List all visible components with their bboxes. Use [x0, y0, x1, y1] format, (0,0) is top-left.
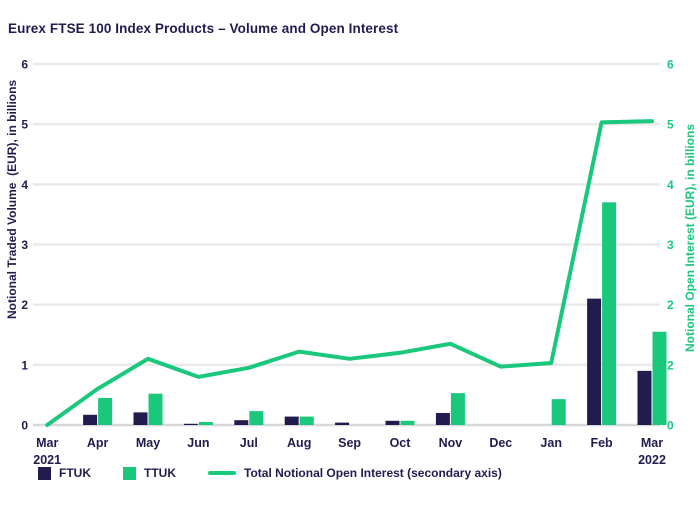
y-left-tick-label: 1 [21, 358, 28, 372]
bar-ftuk-jun [183, 423, 198, 425]
y-left-tick-label: 5 [21, 118, 28, 132]
legend-label-ftuk: FTUK [59, 466, 91, 480]
bar-ttuk-aug [299, 416, 314, 425]
bar-ftuk-nov [435, 412, 450, 425]
y-right-tick-label: 2 [667, 298, 674, 312]
y-right-tick-label: 3 [667, 238, 674, 252]
x-axis-label-nov: Nov [439, 436, 463, 450]
ftuk-swatch [38, 466, 51, 480]
bar-ftuk-sep [335, 422, 350, 425]
y-left-tick-label: 2 [21, 298, 28, 312]
x-axis-label-jun: Jun [187, 436, 209, 450]
x-axis-label-jan: Jan [540, 436, 562, 450]
bar-ftuk-mar [637, 370, 652, 425]
bar-ftuk-oct [385, 420, 400, 425]
legend-label-ttuk: TTUK [144, 466, 176, 480]
x-axis-label-sep: Sep [338, 436, 361, 450]
x-axis-label-jul: Jul [240, 436, 258, 450]
y-right-tick-label: 5 [667, 118, 674, 132]
ttuk-swatch [123, 466, 136, 480]
chart-svg: 0 0 1 2 2 2 3 3 4 4 5 5 6 6 Mar 2021 Apr May Jun Jul Aug Sep O… [21, 57, 674, 467]
bar-ttuk-feb [602, 202, 617, 425]
bar-ftuk-feb [587, 298, 602, 425]
x-axis-year-label: 2022 [638, 453, 666, 467]
x-axis-label-aug: Aug [287, 436, 311, 450]
bar-ttuk-may [148, 393, 163, 425]
bar-ftuk-may [133, 412, 148, 425]
bar-ftuk-aug [284, 416, 299, 425]
bar-ttuk-apr [98, 397, 113, 425]
y-right-tick-label: 0 [667, 419, 674, 433]
y-right-tick-label: 2 [667, 358, 674, 372]
x-axis-year-label: 2021 [33, 453, 61, 467]
chart-legend: FTUK TTUK Total Notional Open Interest (… [38, 466, 502, 480]
x-axis-label-apr: Apr [87, 436, 109, 450]
legend-item-open-interest: Total Notional Open Interest (secondary … [208, 466, 502, 480]
y-left-tick-label: 3 [21, 238, 28, 252]
bar-ttuk-nov [450, 393, 465, 425]
open-interest-line-swatch [208, 471, 236, 475]
legend-item-ftuk: FTUK [38, 466, 91, 480]
x-axis-label-mar: Mar [36, 436, 58, 450]
x-axis-label-feb: Feb [590, 436, 613, 450]
y-left-tick-label: 0 [21, 419, 28, 433]
legend-label-open-interest: Total Notional Open Interest (secondary … [244, 466, 502, 480]
chart-title: Eurex FTSE 100 Index Products – Volume a… [8, 21, 399, 36]
bar-ttuk-oct [400, 420, 415, 425]
x-axis-label-mar: Mar [641, 436, 663, 450]
y-left-tick-label: 6 [21, 57, 28, 71]
x-axis-label-may: May [136, 436, 160, 450]
y-right-tick-label: 4 [667, 178, 674, 192]
bar-ttuk-mar [652, 331, 667, 425]
bar-ttuk-jun [198, 421, 213, 425]
bar-ftuk-apr [83, 414, 98, 425]
x-axis-label-oct: Oct [390, 436, 412, 450]
legend-item-ttuk: TTUK [123, 466, 176, 480]
y-right-tick-label: 6 [667, 57, 674, 71]
bar-ftuk-jul [234, 420, 249, 425]
bar-ttuk-jan [551, 399, 566, 425]
x-axis-label-dec: Dec [489, 436, 512, 450]
y-left-tick-label: 4 [21, 178, 28, 192]
open-interest-line [45, 119, 654, 427]
bar-ttuk-jul [249, 411, 264, 425]
